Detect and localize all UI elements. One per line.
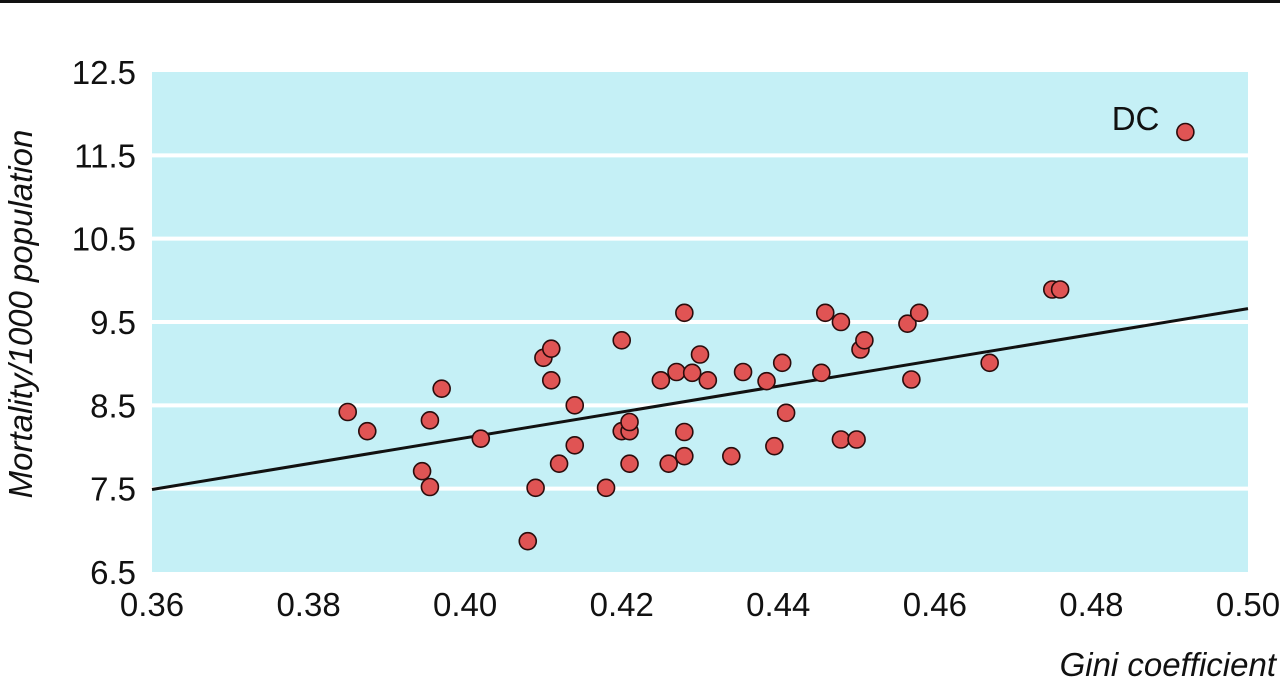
data-point	[831, 430, 851, 449]
data-point	[757, 371, 776, 391]
y-tick-label: 7.5	[90, 471, 136, 508]
data-point	[620, 454, 639, 473]
data-point	[549, 454, 569, 473]
data-point	[659, 454, 678, 473]
annotations: DC	[1112, 100, 1160, 137]
x-tick-label: 0.46	[903, 586, 967, 623]
y-tick-label: 9.5	[90, 304, 136, 341]
data-point	[776, 403, 796, 423]
y-tick-label: 12.5	[72, 54, 136, 91]
gridlines	[152, 153, 1248, 491]
data-point	[651, 371, 671, 390]
data-point	[518, 531, 538, 551]
data-point	[526, 478, 545, 498]
data-point	[675, 303, 694, 323]
x-tick-label: 0.40	[433, 586, 497, 623]
data-point	[675, 422, 694, 442]
data-point	[620, 412, 639, 432]
data-point	[420, 477, 440, 497]
data-point	[432, 379, 451, 398]
y-tick-labels: 6.5 7.5 8.5 9.5 10.5 11.5 12.5	[72, 54, 136, 591]
data-point	[902, 370, 921, 389]
top-rule	[0, 0, 1280, 3]
data-point	[812, 363, 831, 383]
x-tick-labels: 0.36 0.38 0.40 0.42 0.44 0.46 0.48 0.50	[120, 586, 1280, 623]
x-tick-label: 0.42	[590, 586, 654, 623]
y-tick-label: 10.5	[72, 221, 136, 258]
data-point	[412, 461, 432, 481]
y-tick-label: 6.5	[90, 554, 136, 591]
data-point	[338, 402, 358, 422]
y-tick-label: 8.5	[90, 387, 136, 424]
data-point	[772, 353, 792, 373]
data-point	[698, 371, 718, 390]
data-point	[675, 446, 694, 466]
data-point	[909, 303, 929, 323]
x-tick-label: 0.50	[1216, 586, 1280, 623]
x-tick-label: 0.38	[276, 586, 340, 623]
data-point	[898, 314, 917, 333]
data-point	[847, 430, 866, 449]
data-point	[1050, 280, 1070, 299]
data-point	[667, 362, 686, 382]
data-point	[980, 353, 999, 373]
data-point	[722, 446, 741, 466]
data-point	[471, 429, 491, 448]
data-point	[765, 436, 784, 456]
data-point	[541, 339, 561, 358]
data-point	[831, 312, 851, 332]
annotation-label: DC	[1112, 100, 1160, 137]
data-point	[1176, 122, 1195, 142]
data-point	[612, 331, 632, 350]
data-point	[420, 411, 440, 430]
data-point	[596, 478, 616, 498]
x-axis-title: Gini coefficient	[1060, 646, 1278, 683]
data-point	[357, 421, 377, 441]
data-point	[565, 396, 585, 415]
data-points	[338, 122, 1195, 551]
data-point	[733, 362, 753, 382]
data-point	[690, 345, 710, 364]
x-tick-label: 0.44	[746, 586, 810, 623]
data-point	[682, 363, 702, 383]
x-tick-label: 0.36	[120, 586, 184, 623]
y-tick-label: 11.5	[74, 137, 136, 174]
data-point	[541, 371, 561, 390]
y-axis-title: Mortality/1000 population	[2, 130, 39, 499]
data-point	[565, 436, 585, 455]
data-point	[815, 303, 835, 323]
trendline	[151, 307, 1249, 491]
x-tick-label: 0.48	[1059, 586, 1123, 623]
data-point	[855, 331, 874, 350]
